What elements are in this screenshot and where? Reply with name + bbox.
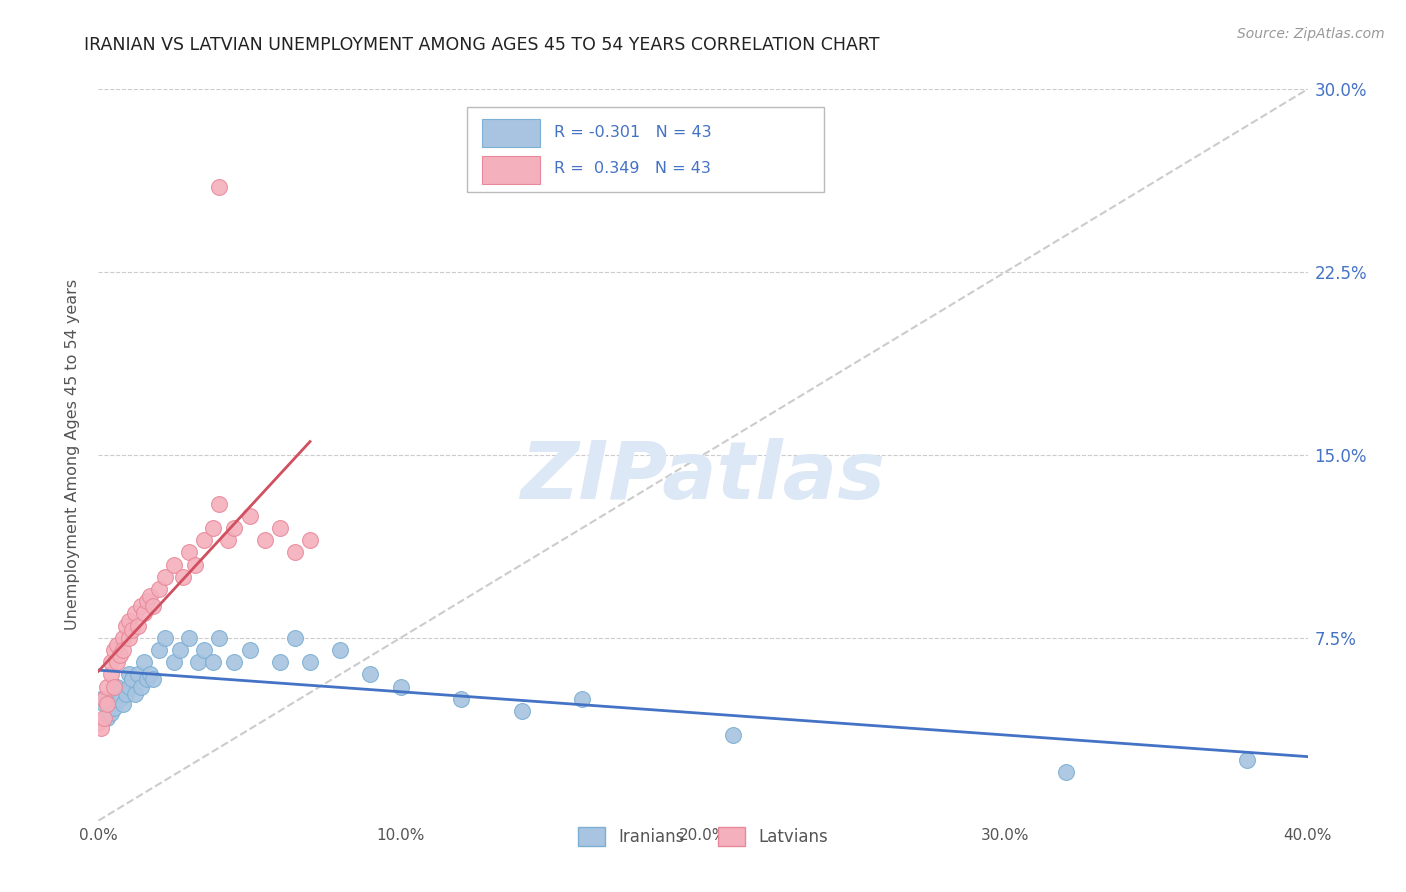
Point [90,721,112,735]
Point [121,672,143,686]
Point [111,643,134,657]
Point [111,631,134,645]
Y-axis label: Unemployment Among Ages 45 to 54 years: Unemployment Among Ages 45 to 54 years [65,279,80,631]
Point [284,545,307,559]
Point [142,599,165,613]
Point [111,697,134,711]
Point [224,521,246,535]
Point [193,533,215,548]
Point [187,655,209,669]
Point [121,624,143,638]
Point [103,701,125,715]
Point [153,570,176,584]
Point [299,655,322,669]
Point [169,643,191,657]
Point [87,716,110,731]
Point [329,643,352,657]
Point [1236,753,1258,767]
Point [202,521,225,535]
Point [118,667,141,681]
Text: Source: ZipAtlas.com: Source: ZipAtlas.com [1237,27,1385,41]
Point [132,607,155,621]
FancyBboxPatch shape [482,120,540,147]
Point [103,680,125,694]
Point [93,691,115,706]
Point [360,667,382,681]
Point [510,704,533,718]
Point [148,582,170,596]
Point [269,521,291,535]
Point [100,706,122,721]
Point [108,648,131,662]
Point [239,508,262,523]
Point [118,680,141,694]
Point [124,687,146,701]
Text: IRANIAN VS LATVIAN UNEMPLOYMENT AMONG AGES 45 TO 54 YEARS CORRELATION CHART: IRANIAN VS LATVIAN UNEMPLOYMENT AMONG AG… [84,36,880,54]
Text: R =  0.349   N = 43: R = 0.349 N = 43 [554,161,711,177]
Point [100,667,122,681]
Point [129,599,152,613]
Point [184,558,207,572]
Point [108,691,131,706]
Point [163,655,186,669]
Point [118,614,141,628]
Point [208,497,231,511]
Point [90,691,112,706]
Point [153,631,176,645]
Point [193,643,215,657]
Point [1054,764,1077,779]
Point [124,607,146,621]
Point [208,631,231,645]
Point [105,638,128,652]
Point [139,590,162,604]
Point [224,655,246,669]
Point [135,672,157,686]
Point [142,672,165,686]
FancyBboxPatch shape [467,108,824,192]
Point [132,655,155,669]
Point [96,697,118,711]
Point [269,655,291,669]
Point [127,618,149,632]
Point [179,545,201,559]
Point [217,533,239,548]
Text: ZIPatlas: ZIPatlas [520,438,886,516]
Point [135,594,157,608]
Point [284,631,307,645]
Point [103,691,125,706]
Point [723,728,745,742]
Point [118,631,141,645]
Point [96,711,118,725]
Point [129,680,152,694]
Point [299,533,322,548]
Point [105,655,128,669]
Point [127,667,149,681]
Text: R = -0.301   N = 43: R = -0.301 N = 43 [554,125,711,140]
Legend: Iranians, Latvians: Iranians, Latvians [572,820,834,853]
Point [93,711,115,725]
Point [105,680,128,694]
FancyBboxPatch shape [482,156,540,184]
Point [172,570,194,584]
Point [253,533,276,548]
Point [450,691,472,706]
Point [163,558,186,572]
Point [571,691,593,706]
Point [93,697,115,711]
Point [239,643,262,657]
Point [103,643,125,657]
Point [202,655,225,669]
Point [96,680,118,694]
Point [208,179,231,194]
Point [114,618,136,632]
Point [179,631,201,645]
Point [389,680,412,694]
Point [148,643,170,657]
Point [114,687,136,701]
Point [139,667,162,681]
Point [100,655,122,669]
